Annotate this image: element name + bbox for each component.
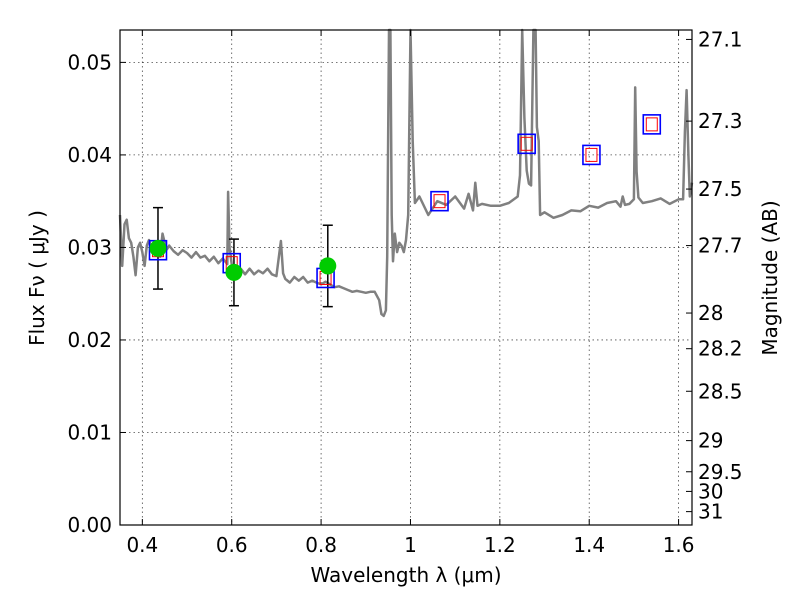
model-point-inner [520,136,533,151]
magnitude-tick-label: 29 [698,429,723,453]
x-tick-label: 1 [404,533,417,557]
model-point-box [430,190,449,212]
magnitude-tick-label: 27.5 [698,177,743,201]
observed-photometry-series [149,239,337,281]
magnitude-axis-label: Magnitude (AB) [758,200,782,355]
x-tick-label: 1.6 [663,533,695,557]
x-tick-label: 0.4 [126,533,158,557]
x-axis-ticks: 0.4 0.6 0.8 1 1.2 1.4 1.6 [126,30,695,557]
magnitude-tick-label: 27.7 [698,234,743,258]
y-axis-ticks: 0.00 0.01 0.02 0.03 0.04 0.05 [67,50,126,537]
spectrum-line [118,28,694,318]
grid-lines [120,30,692,526]
x-axis-label: Wavelength λ (μm) [310,563,501,587]
y-tick-label: 0.03 [67,235,112,259]
y-tick-label: 0.00 [67,513,112,537]
y-tick-label: 0.01 [67,420,112,444]
model-spectrum-series [118,28,694,318]
magnitude-tick-label: 28 [698,301,723,325]
y-tick-label: 0.04 [67,143,112,167]
x-tick-label: 0.6 [216,533,248,557]
magnitude-tick-label: 30 [698,479,723,503]
model-photometry-series [148,114,662,289]
magnitude-tick-label: 27.3 [698,109,743,133]
observed-point [149,239,167,257]
magnitude-tick-label: 29.5 [698,460,743,484]
observed-point [319,257,337,275]
magnitude-tick-label: 28.5 [698,379,743,403]
y-tick-label: 0.05 [67,50,112,74]
model-point-box [642,114,662,135]
y-axis-label: Flux Fν ( μJy ) [25,210,49,346]
model-point-inner [585,147,598,162]
model-point-box [582,144,601,166]
model-point-inner [645,117,658,132]
x-tick-label: 1.2 [484,533,516,557]
model-point-inner [433,194,446,209]
plot-frame [119,29,693,526]
observed-point [225,263,243,281]
magnitude-tick-label: 28.2 [698,337,743,361]
model-point-box [517,133,536,155]
y-tick-label: 0.02 [67,328,112,352]
x-tick-label: 0.8 [305,533,337,557]
x-tick-label: 1.4 [573,533,605,557]
magnitude-tick-label: 27.1 [698,27,743,51]
error-bars [152,206,333,308]
magnitude-tick-label: 31 [698,500,723,524]
